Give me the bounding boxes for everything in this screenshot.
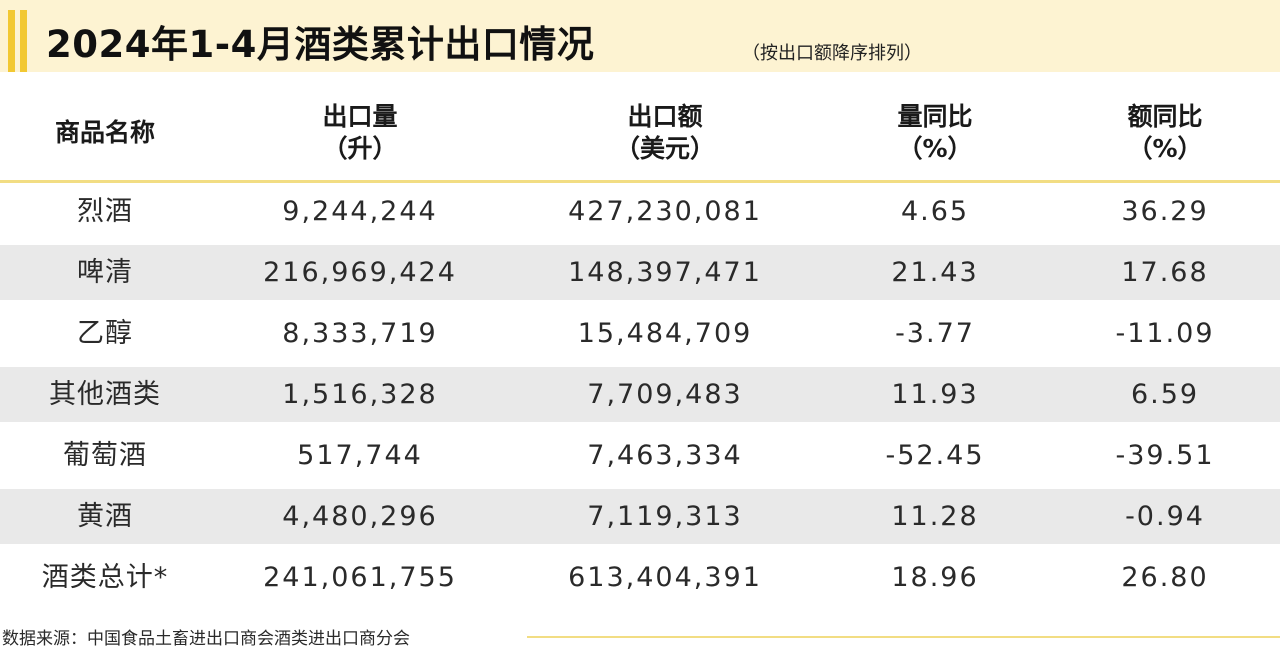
- header-unit: （升）: [322, 134, 398, 163]
- cell-export-volume: 8,333,719: [282, 318, 438, 349]
- cell-volume-yoy: 21.43: [891, 257, 979, 288]
- cell-amount-yoy: 6.59: [1130, 379, 1200, 410]
- table-row: 乙醇 8,333,719 15,484,709 -3.77 -11.09: [0, 306, 1280, 361]
- cell-export-amount: 7,463,334: [587, 440, 743, 471]
- cell-product-name: 葡萄酒: [63, 440, 147, 471]
- cell-export-volume: 241,061,755: [263, 562, 457, 593]
- cell-amount-yoy: 17.68: [1121, 257, 1209, 288]
- header-unit: （美元）: [614, 134, 715, 163]
- title-bar: 2024年1-4月酒类累计出口情况 （按出口额降序排列）: [0, 0, 1280, 72]
- table-subtitle: （按出口额降序排列）: [742, 43, 922, 64]
- cell-product-name: 啤清: [77, 257, 133, 288]
- cell-amount-yoy: -39.51: [1115, 440, 1215, 471]
- table-row: 葡萄酒 517,744 7,463,334 -52.45 -39.51: [0, 428, 1280, 483]
- table-row: 烈酒 9,244,244 427,230,081 4.65 36.29: [0, 184, 1280, 239]
- cell-export-amount: 15,484,709: [577, 318, 753, 349]
- header-label: 商品名称: [54, 118, 155, 147]
- cell-export-volume: 9,244,244: [282, 196, 438, 227]
- cell-volume-yoy: -52.45: [885, 440, 985, 471]
- header-label: 出口额: [627, 102, 703, 131]
- cell-product-name: 其他酒类: [49, 379, 161, 410]
- header-amount-yoy: 额同比 （%）: [1050, 101, 1280, 165]
- header-label: 额同比: [1127, 102, 1203, 131]
- cell-amount-yoy: 26.80: [1121, 562, 1209, 593]
- title-accent-bar: [8, 10, 15, 72]
- cell-export-amount: 7,709,483: [587, 379, 743, 410]
- header-label: 出口量: [322, 102, 398, 131]
- table-title: 2024年1-4月酒类累计出口情况: [46, 23, 595, 66]
- cell-amount-yoy: -11.09: [1115, 318, 1215, 349]
- data-source-note: 数据来源：中国食品土畜进出口商会酒类进出口商分会: [2, 629, 410, 649]
- cell-volume-yoy: 11.93: [891, 379, 979, 410]
- table-row: 黄酒 4,480,296 7,119,313 11.28 -0.94: [0, 489, 1280, 544]
- cell-volume-yoy: 18.96: [891, 562, 979, 593]
- header-volume-yoy: 量同比 （%）: [820, 101, 1050, 165]
- cell-product-name: 烈酒: [77, 196, 133, 227]
- cell-export-volume: 4,480,296: [282, 501, 438, 532]
- header-export-amount: 出口额 （美元）: [510, 101, 820, 165]
- cell-export-amount: 613,404,391: [568, 562, 762, 593]
- cell-export-volume: 216,969,424: [263, 257, 457, 288]
- cell-product-name: 酒类总计*: [41, 562, 169, 593]
- cell-export-volume: 1,516,328: [282, 379, 438, 410]
- table-header-row: 商品名称 出口量 （升） 出口额 （美元） 量同比 （%） 额同比 （%）: [0, 80, 1280, 180]
- cell-amount-yoy: -0.94: [1125, 501, 1205, 532]
- header-unit: （%）: [897, 134, 973, 163]
- header-divider: [0, 180, 1280, 183]
- table-row: 啤清 216,969,424 148,397,471 21.43 17.68: [0, 245, 1280, 300]
- header-export-volume: 出口量 （升）: [210, 101, 510, 165]
- cell-volume-yoy: 4.65: [900, 196, 970, 227]
- table-row: 其他酒类 1,516,328 7,709,483 11.93 6.59: [0, 367, 1280, 422]
- cell-export-volume: 517,744: [297, 440, 423, 471]
- cell-export-amount: 148,397,471: [568, 257, 762, 288]
- header-product-name: 商品名称: [0, 117, 210, 149]
- cell-amount-yoy: 36.29: [1121, 196, 1209, 227]
- cell-volume-yoy: 11.28: [891, 501, 979, 532]
- cell-product-name: 乙醇: [77, 318, 133, 349]
- header-unit: （%）: [1127, 134, 1203, 163]
- cell-volume-yoy: -3.77: [895, 318, 975, 349]
- cell-product-name: 黄酒: [77, 501, 133, 532]
- title-accent-bar: [20, 10, 27, 72]
- header-label: 量同比: [897, 102, 973, 131]
- cell-export-amount: 7,119,313: [587, 501, 743, 532]
- table-row-total: 酒类总计* 241,061,755 613,404,391 18.96 26.8…: [0, 550, 1280, 605]
- cell-export-amount: 427,230,081: [568, 196, 762, 227]
- footer-rule: [527, 636, 1280, 638]
